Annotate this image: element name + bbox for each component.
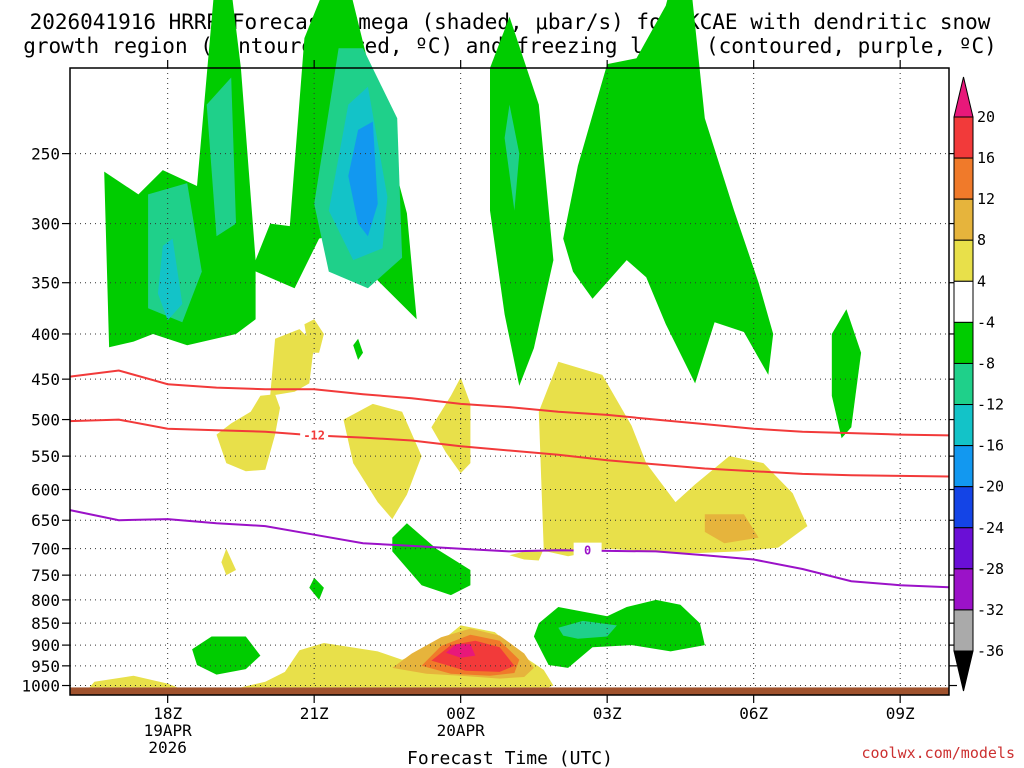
omega-region-30 [533, 599, 705, 668]
y-tick-label-400: 400 [31, 325, 60, 344]
colorbar-cell-10 [953, 527, 974, 570]
x-tick-year: 2026 [148, 738, 187, 757]
y-axis-ticks: 250 300 350 400 450 500 550 600 650 700 750 800 850 9… [21, 145, 957, 696]
y-tick-label-450: 450 [31, 370, 60, 389]
y-tick-label-250: 250 [31, 145, 60, 164]
y-tick-label-550: 550 [31, 447, 60, 466]
terrain-ground [70, 687, 949, 695]
omega-region-29 [392, 523, 471, 596]
x-tick-label-03Z: 03Z [593, 704, 622, 723]
x-tick-label-06Z: 06Z [739, 704, 768, 723]
colorbar-label-12: -32 [977, 601, 1004, 619]
colorbar-label-11: -28 [977, 560, 1004, 578]
colorbar-label-10: -24 [977, 519, 1004, 537]
y-tick-label-500: 500 [31, 411, 60, 430]
omega-region-20 [89, 675, 178, 688]
omega-region-16 [431, 377, 471, 474]
y-tick-label-650: 650 [31, 511, 60, 530]
omega-region-18 [304, 319, 324, 353]
y-tick-label-600: 600 [31, 481, 60, 500]
y-tick-label-900: 900 [31, 636, 60, 655]
colorbar-label-8: -16 [977, 437, 1004, 455]
colorbar-cell-4 [953, 280, 974, 323]
omega-region-14 [216, 394, 280, 472]
omega-region-12 [353, 338, 363, 360]
colorbar-cell-11 [953, 568, 974, 611]
y-tick-label-800: 800 [31, 591, 60, 610]
colorbar-label-13: -36 [977, 642, 1004, 660]
colorbar-label-3: 8 [977, 231, 986, 249]
y-tick-label-350: 350 [31, 274, 60, 293]
colorbar-label-6: -8 [977, 354, 995, 372]
colorbar-label-2: 12 [977, 190, 995, 208]
x-axis-label: Forecast Time (UTC) [407, 748, 613, 768]
omega-region-26 [704, 514, 759, 544]
omega-region-31 [558, 620, 617, 639]
y-tick-label-1000: 1000 [21, 677, 60, 696]
colorbar-label-9: -20 [977, 478, 1004, 496]
contour-label-2: 0 [584, 544, 591, 558]
x-tick-label-00Z: 00Z [446, 704, 475, 723]
x-tick-label-09Z: 09Z [886, 704, 915, 723]
contour-line-0 [69, 369, 950, 437]
colorbar-label-1: 16 [977, 149, 995, 167]
y-tick-label-700: 700 [31, 540, 60, 559]
omega-region-15 [343, 403, 422, 520]
colorbar-cell-9 [953, 486, 974, 529]
contour-line-2 [69, 509, 950, 589]
omega-region-7 [348, 121, 378, 237]
temperature-contours: -12 0 [69, 369, 950, 589]
omega-region-25 [446, 644, 476, 658]
omega-region-2 [157, 238, 183, 321]
colorbar-cell-7 [953, 404, 974, 447]
credit-text: coolwx.com/models [861, 744, 1015, 762]
y-tick-label-750: 750 [31, 566, 60, 585]
omega-region-19 [221, 548, 236, 576]
x-tick-label-21Z: 21Z [300, 704, 329, 723]
y-tick-label-950: 950 [31, 657, 60, 676]
y-tick-label-300: 300 [31, 215, 60, 234]
colorbar-cell-6 [953, 362, 974, 406]
contour-label-bg-1 [300, 427, 329, 443]
x-tick-date-19APR: 19APR [144, 721, 193, 740]
omega-shaded-regions [89, 0, 862, 688]
omega-region-11 [831, 309, 862, 439]
colorbar-label-0: 20 [977, 108, 995, 126]
omega-region-9 [504, 104, 520, 211]
contour-label-bg-2 [573, 542, 602, 558]
colorbar-label-4: 4 [977, 272, 986, 290]
omega-region-3 [206, 77, 236, 237]
x-tick-date-20APR: 20APR [437, 721, 486, 740]
omega-region-27 [192, 636, 261, 675]
omega-region-8 [490, 16, 554, 386]
contour-line-1 [69, 418, 950, 478]
colorbar-label-5: -4 [977, 313, 995, 331]
omega-region-0 [104, 0, 256, 348]
colorbar-cell-12 [953, 609, 974, 652]
colorbar-cell-0 [953, 116, 974, 159]
omega-region-28 [309, 577, 324, 600]
contour-label-1: -12 [303, 428, 325, 442]
colorbar-cell-5 [953, 321, 974, 364]
colorbar: 20 16 12 8 4 -4 -8 -12 -16 -20 -24 -28 -32 -36 [953, 76, 1004, 692]
x-tick-label-18Z: 18Z [153, 704, 182, 723]
colorbar-label-7: -12 [977, 396, 1004, 414]
colorbar-cell-1 [953, 157, 974, 200]
colorbar-cell-8 [953, 445, 974, 488]
omega-region-17 [509, 361, 808, 561]
y-tick-label-850: 850 [31, 614, 60, 633]
omega-region-13 [270, 329, 315, 396]
omega-region-10 [563, 0, 774, 384]
colorbar-cell-3 [953, 239, 974, 282]
colorbar-top-tip [953, 76, 974, 118]
colorbar-cell-2 [953, 198, 974, 241]
colorbar-bottom-tip [953, 650, 974, 692]
plot-frame [69, 67, 950, 696]
